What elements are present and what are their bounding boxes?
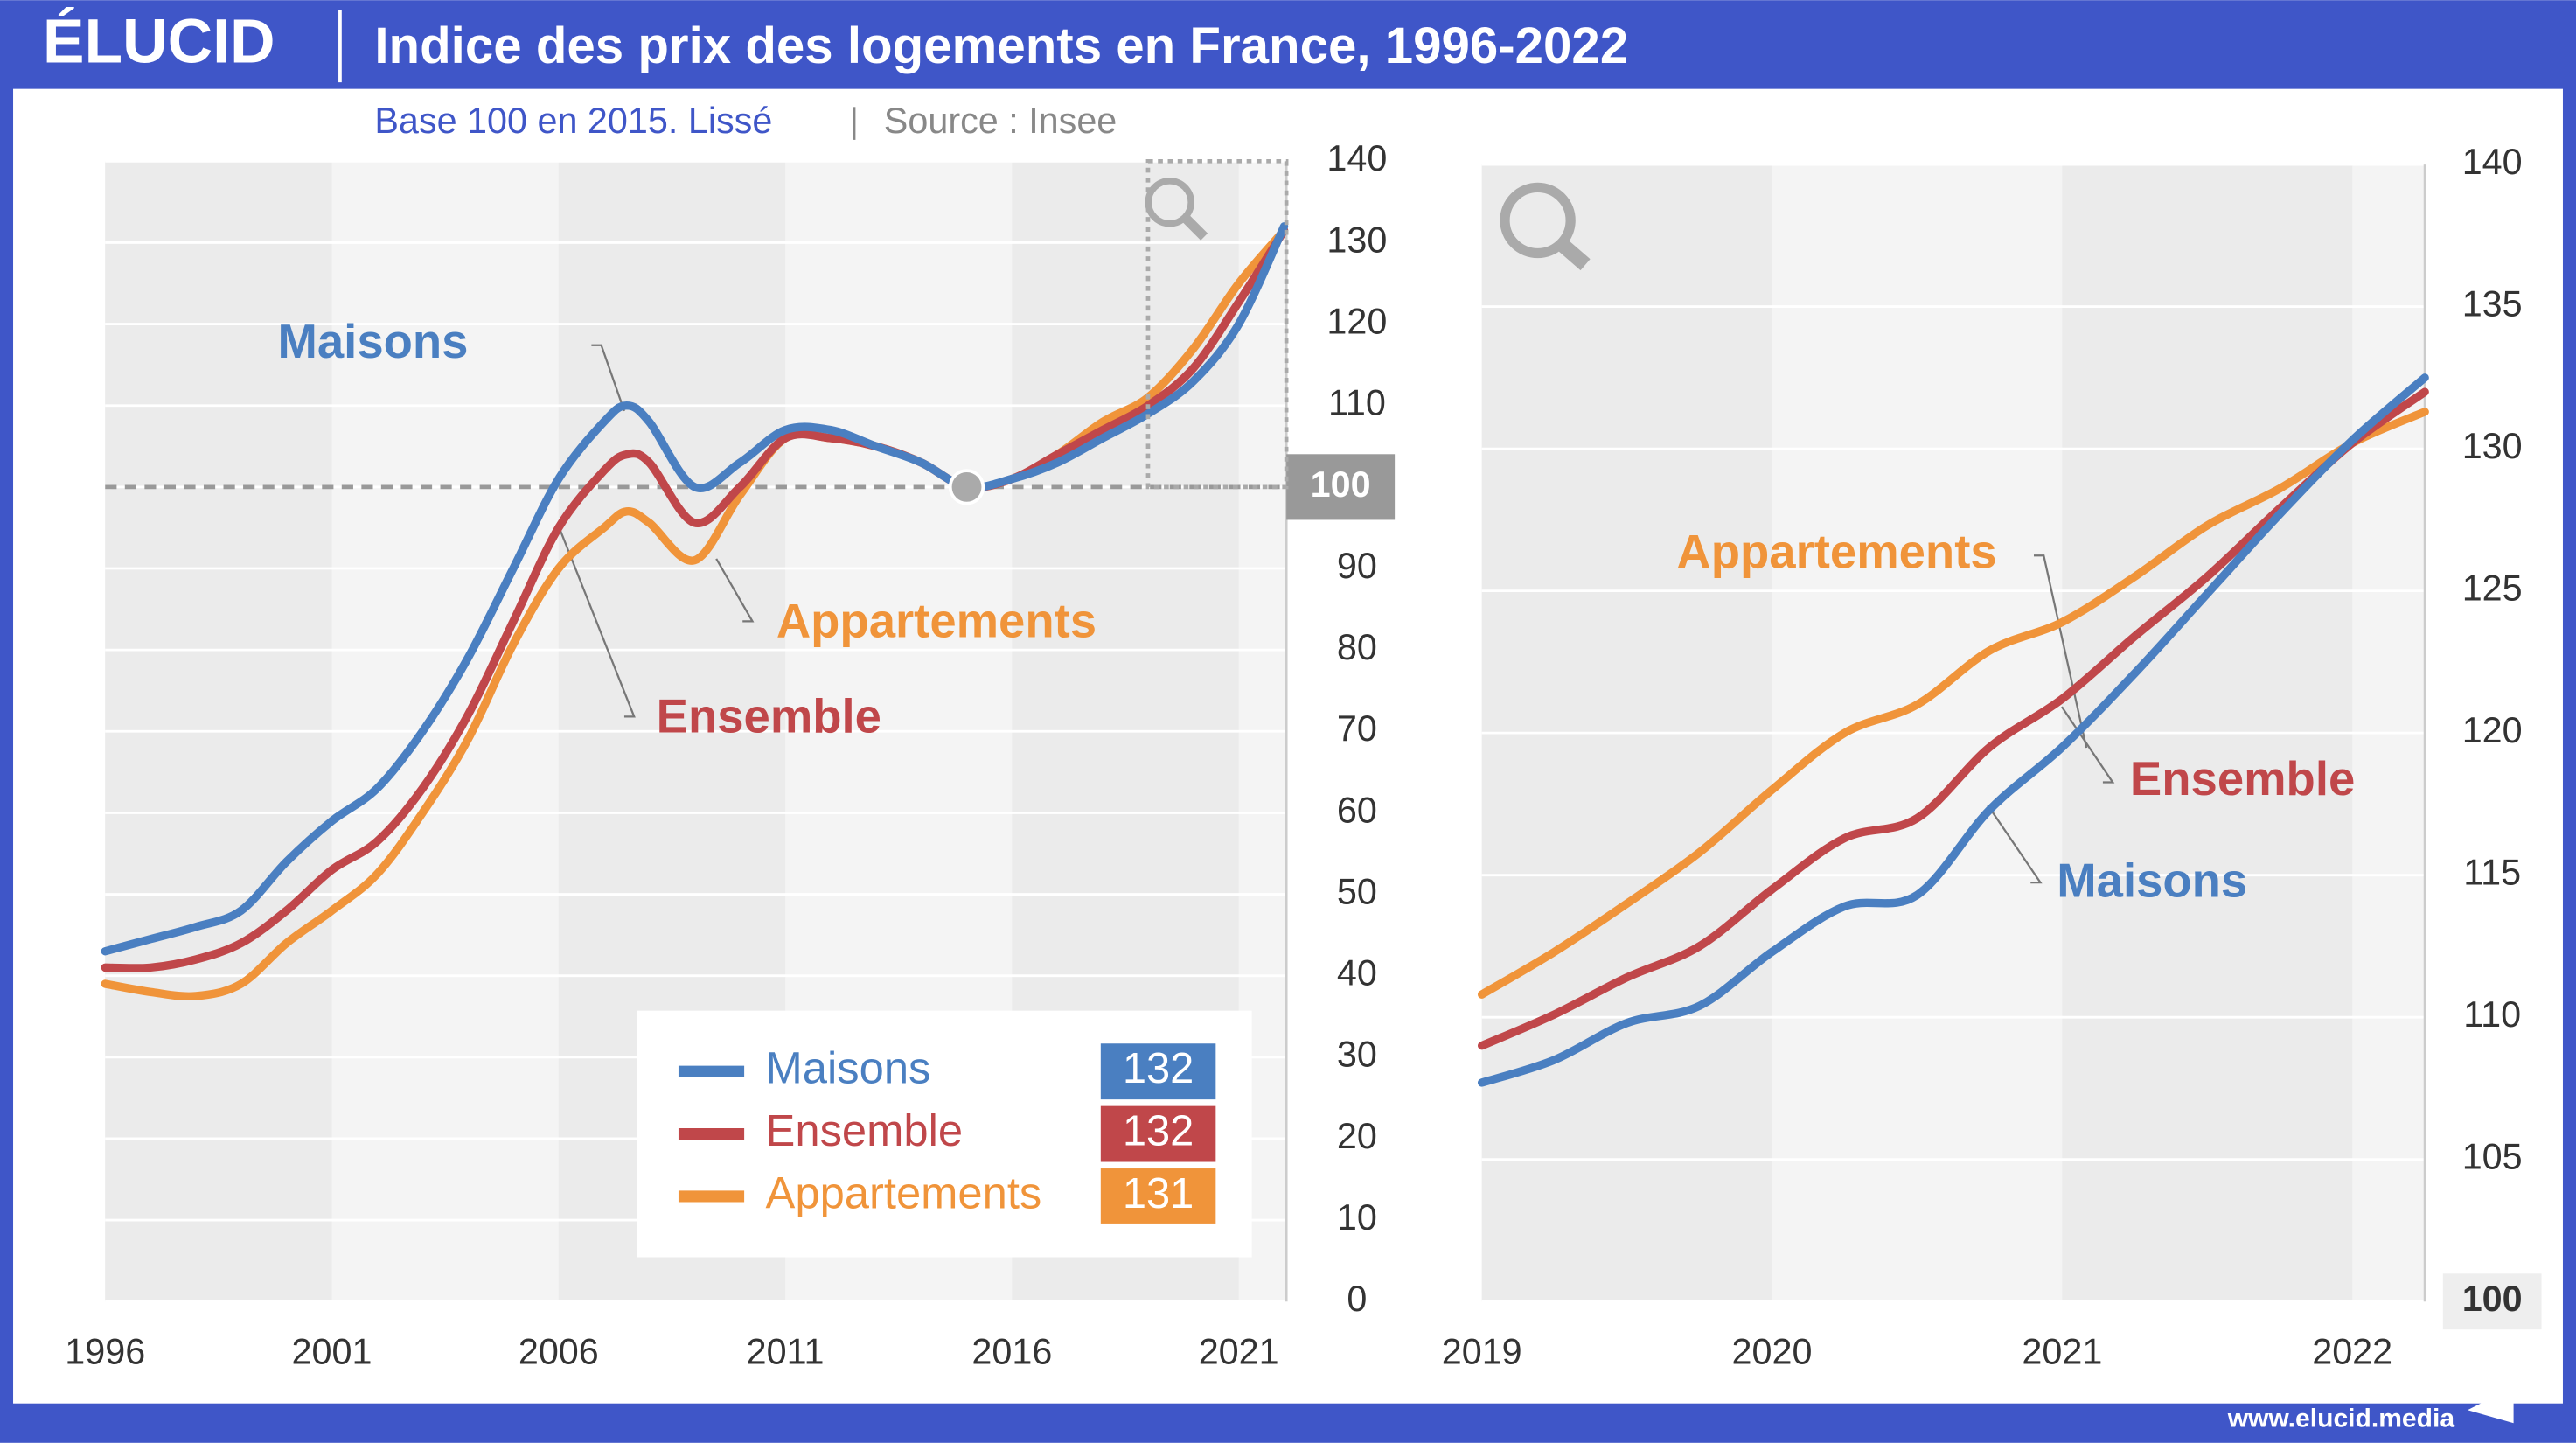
label-leader <box>1987 805 2043 884</box>
series-line <box>101 226 1289 1001</box>
legend-value: 131 <box>1123 1170 1194 1217</box>
y-tick-label: 20 <box>1337 1116 1377 1156</box>
footer: www.elucid.media <box>2227 1404 2455 1433</box>
y-tick-label: 140 <box>1326 138 1387 178</box>
x-tick-label: 2016 <box>971 1331 1052 1371</box>
y-tick-label: 130 <box>2462 426 2523 466</box>
magnifier-right <box>1500 182 1591 271</box>
y-tick-label: 125 <box>2462 568 2523 609</box>
zoom-box <box>1145 158 1289 490</box>
label-leader <box>557 526 636 718</box>
source: Source : Insee <box>884 101 1117 141</box>
label-leader <box>2033 554 2088 749</box>
x-tick-label: 2020 <box>1732 1331 1813 1371</box>
series-line <box>1478 387 2429 1050</box>
series-label: Maisons <box>278 315 469 368</box>
y-tick-label: 135 <box>2462 284 2523 324</box>
label-leader <box>715 558 755 623</box>
legend-value-box <box>1100 1043 1216 1100</box>
legend-value: 132 <box>1123 1045 1194 1092</box>
series-line <box>1478 408 2429 999</box>
y-tick-label: 70 <box>1337 708 1377 749</box>
y-tick-label: 120 <box>2462 710 2523 750</box>
y-tick-label: 90 <box>1337 546 1377 586</box>
magnifier-left <box>1145 178 1208 240</box>
y-tick-label: 105 <box>2462 1137 2523 1177</box>
legend-label: Ensemble <box>766 1105 964 1155</box>
x-tick-label: 2021 <box>1199 1331 1279 1371</box>
reference-point <box>948 469 985 505</box>
legend-value-box <box>1100 1105 1216 1162</box>
y-tick-label: 115 <box>2463 853 2521 893</box>
series-label: Appartements <box>1676 526 1996 579</box>
logo: ÉLUCID <box>43 7 275 77</box>
y-tick-label: 120 <box>1326 302 1387 342</box>
y-tick-label: 60 <box>1337 790 1377 830</box>
legend-label: Maisons <box>766 1043 931 1093</box>
legend: Maisons 132 Ensemble 132 Appartements 131 <box>637 1010 1252 1258</box>
label-leader <box>591 344 626 412</box>
y-tick-label: 10 <box>1337 1197 1377 1237</box>
plots: 0 10 20 30 40 50 60 70 80 90 100 110 120 130 140 1996 20… <box>65 138 2542 1371</box>
x-tick-label: 2022 <box>2312 1331 2392 1371</box>
subtitle: Base 100 en 2015. Lissé <box>374 101 772 141</box>
series-line <box>101 222 1289 956</box>
x-tick-label: 2011 <box>747 1331 825 1371</box>
legend-value: 132 <box>1123 1107 1194 1154</box>
series-label: Maisons <box>2057 854 2247 907</box>
y-tick-label: 0 <box>1347 1279 1367 1319</box>
series-label: Appartements <box>776 595 1097 648</box>
x-tick-label: 2006 <box>519 1331 599 1371</box>
y-tick-label: 110 <box>2463 994 2521 1035</box>
series-line <box>101 226 1289 972</box>
series-label: Ensemble <box>657 690 881 743</box>
legend-value-box <box>1100 1168 1216 1224</box>
x-tick-label: 1996 <box>65 1331 145 1371</box>
footer-icon <box>2467 1386 2514 1424</box>
x-tick-label: 2001 <box>292 1331 372 1371</box>
y-tick-label: 140 <box>2462 142 2523 182</box>
x-tick-label: 2021 <box>2022 1331 2102 1371</box>
reference-box <box>1286 454 1396 520</box>
series-label: Ensemble <box>2130 752 2355 805</box>
y-tick-label: 50 <box>1337 871 1377 911</box>
title: Indice des prix des logements en France,… <box>374 17 1628 74</box>
y-tick-label: 110 <box>1328 383 1386 423</box>
series-line <box>1478 373 2429 1087</box>
legend-label: Appartements <box>766 1168 1042 1217</box>
y-tick-label: 130 <box>1326 220 1387 260</box>
tick-box <box>2442 1273 2542 1330</box>
y-tick-label: 100 <box>2462 1279 2523 1319</box>
x-tick-label: 2019 <box>1442 1331 1522 1371</box>
y-tick-label: 80 <box>1337 627 1377 667</box>
y-tick-label: 40 <box>1337 953 1377 993</box>
reference-label: 100 <box>1311 464 1371 505</box>
y-tick-label: 30 <box>1337 1035 1377 1075</box>
